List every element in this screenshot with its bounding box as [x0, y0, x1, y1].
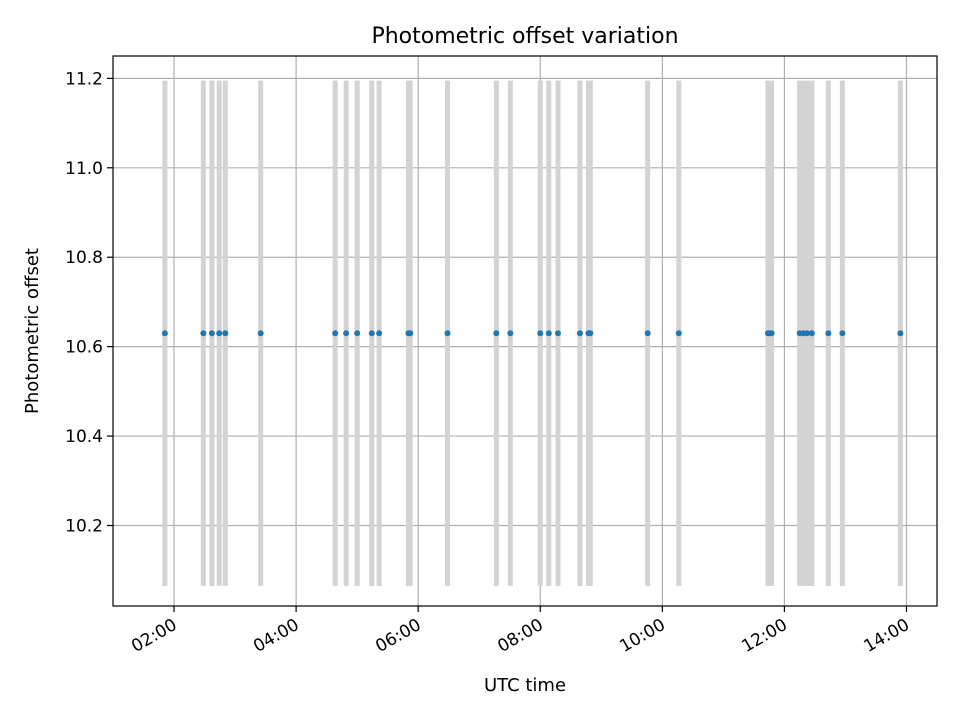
data-point	[216, 330, 223, 337]
data-point	[332, 330, 339, 337]
x-tick-label: 10:00	[616, 615, 668, 657]
x-tick-label: 08:00	[494, 615, 546, 657]
vlines	[162, 80, 903, 586]
data-point	[257, 330, 264, 337]
data-point	[825, 330, 832, 337]
data-point	[354, 330, 361, 337]
y-axis-ticks: 10.2 10.4 10.6 10.8 11.0 11.2	[65, 69, 113, 537]
data-point	[444, 330, 451, 337]
data-point	[208, 330, 215, 337]
data-point	[808, 330, 815, 337]
y-tick-label: 10.8	[65, 248, 103, 268]
points	[161, 330, 904, 337]
data-point	[161, 330, 168, 337]
data-point	[675, 330, 682, 337]
data-point	[587, 330, 594, 337]
data-point	[368, 330, 375, 337]
x-tick-label: 12:00	[738, 615, 790, 657]
y-tick-label: 10.6	[65, 338, 103, 358]
data-point	[897, 330, 904, 337]
data-point	[507, 330, 514, 337]
data-point	[839, 330, 846, 337]
y-axis-label: Photometric offset	[22, 248, 43, 414]
data-point	[222, 330, 229, 337]
data-point	[407, 330, 414, 337]
data-point	[554, 330, 561, 337]
x-tick-label: 06:00	[372, 615, 424, 657]
data-point	[644, 330, 651, 337]
data-point	[343, 330, 350, 337]
data-point	[803, 330, 810, 337]
x-axis-label: UTC time	[484, 675, 566, 696]
data-point	[493, 330, 500, 337]
plot-frame	[112, 55, 938, 607]
x-tick-label: 14:00	[861, 615, 913, 657]
x-tick-label: 02:00	[128, 615, 180, 657]
data-point	[537, 330, 544, 337]
data-point	[576, 330, 583, 337]
y-tick-label: 10.4	[65, 427, 103, 447]
data-point	[376, 330, 383, 337]
data-point	[200, 330, 207, 337]
x-tick-label: 04:00	[250, 615, 302, 657]
y-tick-label: 11.2	[65, 69, 103, 89]
chart-title: Photometric offset variation	[371, 24, 678, 49]
data-point	[545, 330, 552, 337]
data-point	[768, 330, 775, 337]
x-axis-ticks: 02:00 04:00 06:00 08:00 10:00 12:00 14:00	[128, 606, 913, 657]
y-tick-label: 11.0	[65, 159, 103, 179]
y-tick-label: 10.2	[65, 517, 103, 537]
